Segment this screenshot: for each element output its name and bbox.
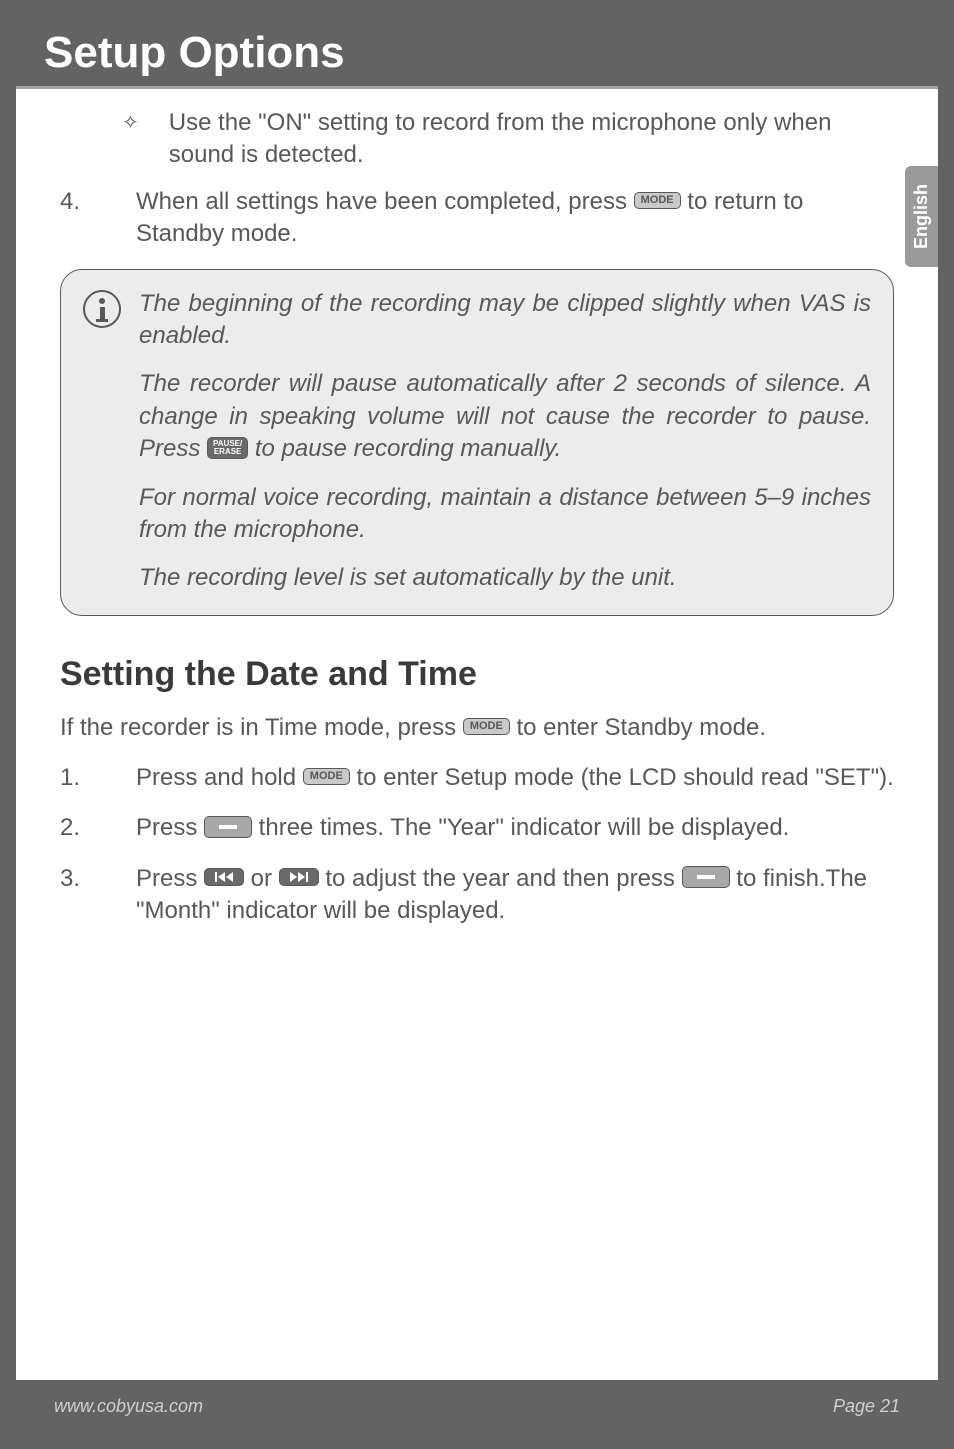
page-content: ✧ Use the "ON" setting to record from th… [16, 89, 938, 1380]
step-number: 1. [60, 762, 100, 794]
info-callout: The beginning of the recording may be cl… [60, 269, 894, 616]
page-title: Setup Options [44, 28, 910, 78]
section-heading: Setting the Date and Time [60, 652, 894, 698]
language-label: English [911, 184, 931, 249]
step-4: 4. When all settings have been completed… [60, 186, 894, 251]
next-track-button-icon [279, 868, 319, 886]
footer-url: www.cobyusa.com [54, 1396, 203, 1417]
info-icon-column [83, 288, 121, 595]
step-text: Press and hold MODE to enter Setup mode … [136, 762, 894, 794]
minus-button-icon [682, 866, 730, 888]
page-footer: www.cobyusa.com Page 21 [16, 1380, 938, 1433]
minus-button-icon [204, 816, 252, 838]
step-3: 3. Press or to adjust the year and then … [60, 863, 894, 928]
manual-page: Setup Options English ✧ Use the "ON" set… [16, 16, 938, 1433]
mode-button-icon: MODE [634, 192, 681, 209]
info-icon [83, 290, 121, 328]
info-p1: The beginning of the recording may be cl… [139, 288, 871, 353]
language-tab: English [905, 166, 938, 267]
step-2: 2. Press three times. The "Year" indicat… [60, 812, 894, 844]
info-p3: For normal voice recording, maintain a d… [139, 482, 871, 547]
sub-bullet: ✧ Use the "ON" setting to record from th… [60, 107, 894, 172]
prev-track-button-icon [204, 868, 244, 886]
bullet-text: Use the "ON" setting to record from the … [169, 107, 894, 172]
step-text: Press three times. The "Year" indicator … [136, 812, 789, 844]
step-1: 1. Press and hold MODE to enter Setup mo… [60, 762, 894, 794]
info-p4: The recording level is set automatically… [139, 562, 871, 594]
mode-button-icon: MODE [303, 768, 350, 785]
mode-button-icon: MODE [463, 718, 510, 735]
page-header: Setup Options [16, 16, 938, 89]
info-p2: The recorder will pause automatically af… [139, 368, 871, 465]
section-intro: If the recorder is in Time mode, press M… [60, 712, 894, 744]
info-text: The beginning of the recording may be cl… [139, 288, 871, 595]
step-number: 3. [60, 863, 100, 928]
step-text: Press or to adjust the year and then pre… [136, 863, 894, 928]
step-number: 4. [60, 186, 100, 251]
diamond-icon: ✧ [122, 107, 139, 172]
pause-erase-button-icon: PAUSE/ERASE [207, 437, 248, 459]
footer-page: Page 21 [833, 1396, 900, 1417]
step-text: When all settings have been completed, p… [136, 186, 894, 251]
step-number: 2. [60, 812, 100, 844]
